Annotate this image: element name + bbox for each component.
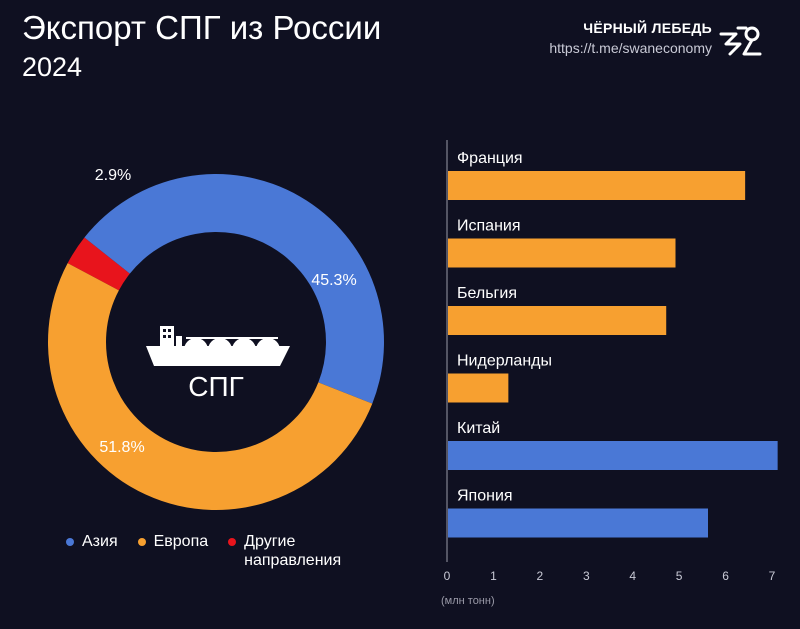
donut-value-label-europe: 51.8% — [99, 439, 144, 456]
bar-category-label: Франция — [457, 150, 523, 167]
x-tick-label: 0 — [444, 569, 451, 583]
donut-slice-other — [67, 237, 130, 291]
brand-name: ЧЁРНЫЙ ЛЕБЕДЬ — [583, 20, 712, 36]
bar — [448, 306, 667, 335]
x-tick-label: 7 — [769, 569, 776, 583]
legend-item: Другие направления — [228, 532, 364, 570]
donut-slice-europe — [48, 263, 373, 510]
brand-block: ЧЁРНЫЙ ЛЕБЕДЬ https://t.me/swaneconomy — [549, 19, 712, 59]
legend-item: Европа — [137, 532, 209, 551]
bar — [448, 508, 708, 538]
legend-label: Европа — [153, 533, 209, 550]
x-axis-label: (млн тонн) — [441, 595, 495, 607]
x-tick-label: 5 — [676, 569, 683, 583]
donut-center-label: СПГ — [188, 371, 244, 402]
black-swan-logo-icon — [719, 26, 762, 56]
x-tick-label: 6 — [722, 569, 729, 583]
legend-label: Другие направления — [244, 533, 342, 569]
brand-url[interactable]: https://t.me/swaneconomy — [549, 40, 712, 56]
bar — [448, 373, 509, 403]
bar-category-label: Япония — [457, 488, 513, 505]
x-tick-label: 3 — [583, 569, 590, 583]
bar-category-label: Бельгия — [457, 285, 517, 302]
legend-swatch — [66, 538, 74, 546]
bar-category-label: Нидерланды — [457, 353, 552, 370]
bar-category-label: Испания — [457, 218, 521, 235]
legend-item: Азия — [66, 532, 118, 551]
x-tick-label: 1 — [490, 569, 497, 583]
donut-chart: 45.3% 51.8% 2.9% — [48, 167, 384, 510]
donut-value-label-asia: 45.3% — [311, 272, 356, 289]
bar — [448, 441, 778, 470]
bar-category-label: Китай — [457, 420, 500, 437]
page-title: Экспорт СПГ из России — [22, 9, 382, 46]
bar — [448, 171, 746, 200]
donut-slice-asia — [84, 173, 384, 404]
lng-tanker-ship-icon — [146, 326, 290, 366]
page-subtitle: 2024 — [22, 52, 83, 82]
chart-legend: Азия Европа Другие направления — [66, 532, 384, 570]
x-tick-label: 2 — [537, 569, 544, 583]
donut-value-label-other: 2.9% — [95, 167, 131, 184]
legend-swatch — [137, 538, 146, 546]
bar-chart: Франция Испания Бельгия Нидерланды Китай Япон… — [441, 140, 778, 607]
legend-swatch — [228, 538, 237, 546]
bar — [448, 238, 676, 268]
x-tick-label: 4 — [629, 569, 636, 583]
legend-label: Азия — [82, 533, 118, 550]
